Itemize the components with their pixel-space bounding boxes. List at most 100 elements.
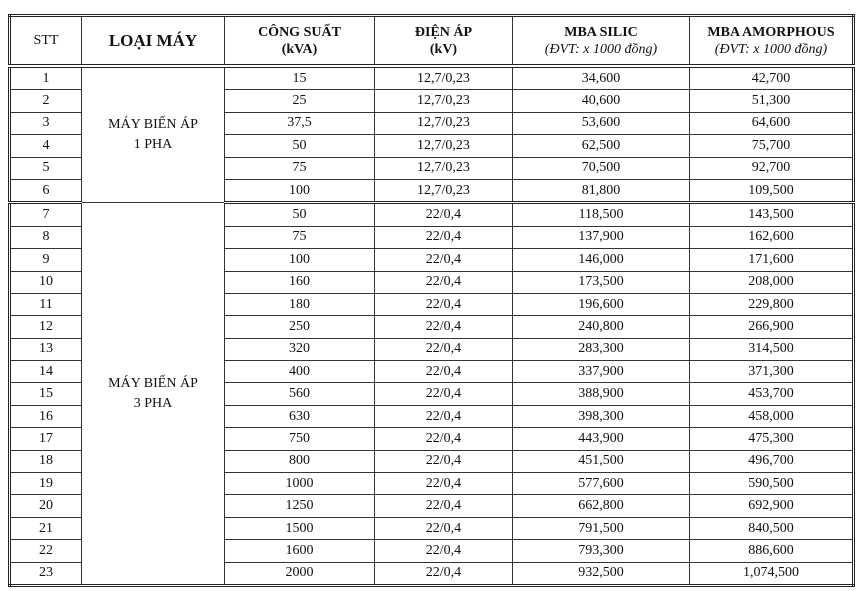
voltage-cell: 22/0,4	[374, 360, 513, 384]
amorphous-price-cell: 590,500	[689, 472, 854, 496]
power-cell: 100	[224, 178, 375, 205]
amorphous-price-cell: 229,800	[689, 292, 854, 317]
amorphous-price-cell: 266,900	[689, 315, 854, 339]
silic-price-cell: 388,900	[512, 382, 690, 406]
amorphous-price-cell: 208,000	[689, 270, 854, 294]
table-row: 16 630 22/0,4 398,300 458,000	[9, 404, 854, 429]
stt-cell: 20	[9, 494, 82, 518]
voltage-cell: 22/0,4	[374, 494, 513, 518]
table-row: 17 750 22/0,4 443,900 475,300	[9, 427, 854, 451]
voltage-cell: 12,7/0,23	[374, 134, 513, 158]
power-cell: 1000	[224, 472, 375, 496]
silic-price-cell: 337,900	[512, 360, 690, 384]
amorphous-price-cell: 1,074,500	[689, 561, 854, 586]
silic-price-cell: 34,600	[512, 65, 690, 91]
voltage-cell: 22/0,4	[374, 202, 513, 227]
power-cell: 100	[224, 248, 375, 272]
header-power-unit: (kVA)	[281, 41, 318, 57]
amorphous-price-cell: 840,500	[689, 516, 854, 541]
stt-cell: 10	[9, 270, 82, 294]
stt-cell: 8	[9, 225, 82, 250]
header-stt: STT	[9, 15, 82, 67]
silic-price-cell: 791,500	[512, 516, 690, 541]
table-row: 1 MÁY BIẾN ÁP 1 PHA 15 12,7/0,23 34,600 42,700	[9, 65, 854, 204]
header-silic-label: MBA SILIC	[564, 24, 638, 40]
stt-cell: 5	[9, 156, 82, 180]
machine-type-line1: MÁY BIẾN ÁP	[108, 117, 198, 133]
voltage-cell: 22/0,4	[374, 248, 513, 272]
header-silic-unit: (ĐVT: x 1000 đồng)	[544, 41, 658, 57]
voltage-cell: 12,7/0,23	[374, 111, 513, 136]
voltage-cell: 22/0,4	[374, 449, 513, 474]
stt-cell: 15	[9, 382, 82, 406]
table-row: 9 100 22/0,4 146,000 171,600	[9, 248, 854, 272]
power-cell: 50	[224, 202, 375, 227]
amorphous-price-cell: 162,600	[689, 225, 854, 250]
power-cell: 75	[224, 156, 375, 180]
silic-price-cell: 70,500	[512, 156, 690, 180]
power-cell: 37,5	[224, 111, 375, 136]
stt-cell: 22	[9, 539, 82, 563]
silic-price-cell: 577,600	[512, 472, 690, 496]
power-cell: 2000	[224, 561, 375, 586]
stt-cell: 2	[9, 89, 82, 113]
stt-cell: 18	[9, 449, 82, 474]
table-row: 22 1600 22/0,4 793,300 886,600	[9, 539, 854, 563]
voltage-cell: 12,7/0,23	[374, 178, 513, 205]
header-voltage-unit: (kV)	[429, 41, 458, 57]
machine-type-cell: MÁY BIẾN ÁP 3 PHA	[81, 202, 225, 586]
header-amorphous-label: MBA AMORPHOUS	[707, 24, 835, 40]
header-amorphous-unit: (ĐVT: x 1000 đồng)	[714, 41, 828, 57]
voltage-cell: 22/0,4	[374, 270, 513, 294]
header-power: CÔNG SUẤT (kVA)	[224, 15, 375, 67]
amorphous-price-cell: 371,300	[689, 360, 854, 384]
amorphous-price-cell: 496,700	[689, 449, 854, 474]
amorphous-price-cell: 143,500	[689, 202, 854, 227]
power-cell: 1250	[224, 494, 375, 518]
stt-cell: 17	[9, 427, 82, 451]
voltage-cell: 22/0,4	[374, 315, 513, 339]
silic-price-cell: 662,800	[512, 494, 690, 518]
transformer-price-table: STT LOẠI MÁY CÔNG SUẤT (kVA) ĐIỆN ÁP (kV) …	[8, 14, 855, 587]
table-row: 13 320 22/0,4 283,300 314,500	[9, 337, 854, 362]
table-row: 19 1000 22/0,4 577,600 590,500	[9, 472, 854, 496]
power-cell: 160	[224, 270, 375, 294]
table-row: 5 75 12,7/0,23 70,500 92,700	[9, 156, 854, 180]
amorphous-price-cell: 51,300	[689, 89, 854, 113]
power-cell: 15	[224, 65, 375, 91]
stt-cell: 6	[9, 178, 82, 205]
amorphous-price-cell: 42,700	[689, 65, 854, 91]
silic-price-cell: 451,500	[512, 449, 690, 474]
header-row: STT LOẠI MÁY CÔNG SUẤT (kVA) ĐIỆN ÁP (kV) …	[9, 15, 854, 67]
voltage-cell: 22/0,4	[374, 561, 513, 586]
stt-cell: 13	[9, 337, 82, 362]
silic-price-cell: 173,500	[512, 270, 690, 294]
table-row: 18 800 22/0,4 451,500 496,700	[9, 449, 854, 474]
voltage-cell: 22/0,4	[374, 337, 513, 362]
voltage-cell: 22/0,4	[374, 404, 513, 429]
voltage-cell: 22/0,4	[374, 382, 513, 406]
voltage-cell: 22/0,4	[374, 225, 513, 250]
machine-type-cell: MÁY BIẾN ÁP 1 PHA	[81, 65, 225, 204]
amorphous-price-cell: 692,900	[689, 494, 854, 518]
header-voltage: ĐIỆN ÁP (kV)	[374, 15, 513, 67]
header-amorphous: MBA AMORPHOUS (ĐVT: x 1000 đồng)	[689, 15, 854, 67]
silic-price-cell: 793,300	[512, 539, 690, 563]
power-cell: 560	[224, 382, 375, 406]
voltage-cell: 12,7/0,23	[374, 89, 513, 113]
stt-cell: 3	[9, 111, 82, 136]
stt-cell: 19	[9, 472, 82, 496]
table-row: 4 50 12,7/0,23 62,500 75,700	[9, 134, 854, 158]
amorphous-price-cell: 75,700	[689, 134, 854, 158]
amorphous-price-cell: 171,600	[689, 248, 854, 272]
table-row: 12 250 22/0,4 240,800 266,900	[9, 315, 854, 339]
silic-price-cell: 53,600	[512, 111, 690, 136]
voltage-cell: 22/0,4	[374, 539, 513, 563]
voltage-cell: 22/0,4	[374, 427, 513, 451]
power-cell: 1600	[224, 539, 375, 563]
voltage-cell: 12,7/0,23	[374, 156, 513, 180]
stt-cell: 12	[9, 315, 82, 339]
table-row: 8 75 22/0,4 137,900 162,600	[9, 225, 854, 250]
table-row: 6 100 12,7/0,23 81,800 109,500	[9, 178, 854, 205]
silic-price-cell: 62,500	[512, 134, 690, 158]
